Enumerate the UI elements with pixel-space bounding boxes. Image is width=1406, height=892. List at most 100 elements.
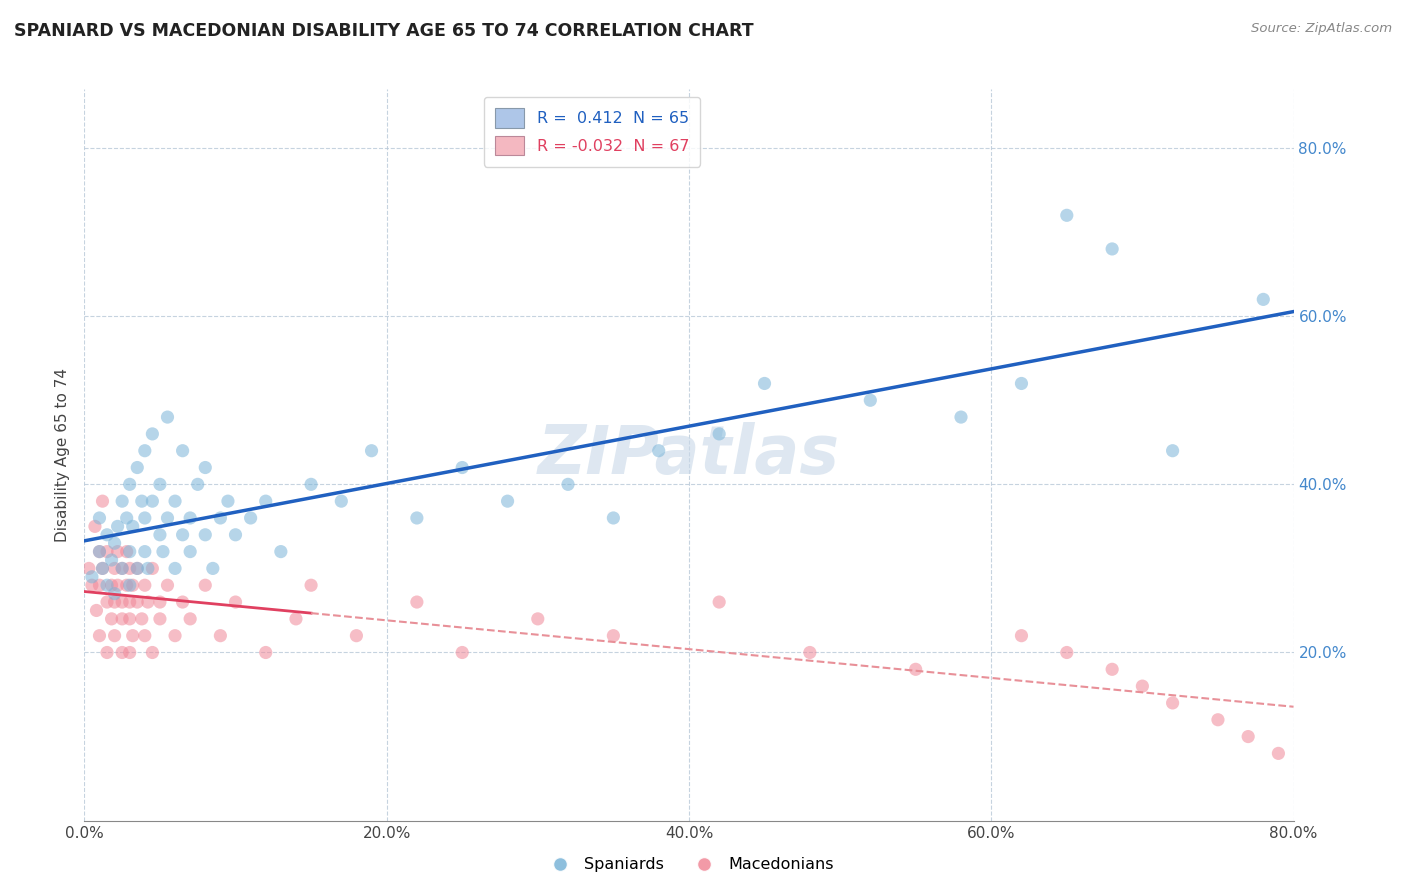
Point <box>225 595 247 609</box>
Point <box>107 544 129 558</box>
Point <box>950 410 973 425</box>
Point <box>1161 696 1184 710</box>
Point <box>709 595 731 609</box>
Point <box>239 511 262 525</box>
Point <box>89 511 111 525</box>
Point <box>121 578 143 592</box>
Point <box>194 578 217 592</box>
Point <box>270 544 292 558</box>
Point <box>152 544 174 558</box>
Point <box>1237 730 1260 744</box>
Point <box>127 561 149 575</box>
Point <box>96 645 118 659</box>
Point <box>709 426 731 441</box>
Point <box>1101 662 1123 676</box>
Point <box>217 494 239 508</box>
Point <box>163 629 186 643</box>
Point <box>121 629 143 643</box>
Point <box>799 645 821 659</box>
Point <box>121 519 143 533</box>
Point <box>118 477 141 491</box>
Point <box>141 426 163 441</box>
Point <box>111 645 134 659</box>
Point <box>172 443 194 458</box>
Point <box>149 477 172 491</box>
Point <box>136 595 159 609</box>
Point <box>299 477 322 491</box>
Point <box>187 477 209 491</box>
Point <box>89 629 111 643</box>
Point <box>1130 679 1153 693</box>
Point <box>104 587 127 601</box>
Point <box>1010 376 1032 391</box>
Point <box>149 612 172 626</box>
Point <box>131 494 153 508</box>
Point <box>602 629 624 643</box>
Point <box>451 645 474 659</box>
Point <box>96 595 118 609</box>
Point <box>1206 713 1229 727</box>
Point <box>118 578 141 592</box>
Point <box>1267 747 1289 761</box>
Point <box>163 561 186 575</box>
Point <box>111 561 134 575</box>
Point <box>89 544 111 558</box>
Point <box>131 612 153 626</box>
Point <box>194 460 217 475</box>
Point <box>406 595 429 609</box>
Point <box>526 612 548 626</box>
Point <box>346 629 368 643</box>
Point <box>496 494 519 508</box>
Point <box>1056 645 1078 659</box>
Point <box>201 561 224 575</box>
Point <box>115 544 138 558</box>
Point <box>451 460 474 475</box>
Point <box>100 553 122 567</box>
Point <box>91 494 114 508</box>
Point <box>1056 208 1078 222</box>
Point <box>104 595 127 609</box>
Point <box>141 561 163 575</box>
Point <box>111 612 134 626</box>
Point <box>360 443 382 458</box>
Point <box>111 494 134 508</box>
Point <box>156 410 179 425</box>
Point <box>86 603 108 617</box>
Text: Source: ZipAtlas.com: Source: ZipAtlas.com <box>1251 22 1392 36</box>
Point <box>134 443 156 458</box>
Text: ZIPatlas: ZIPatlas <box>538 422 839 488</box>
Point <box>134 511 156 525</box>
Point <box>100 578 122 592</box>
Point <box>118 645 141 659</box>
Point <box>225 528 247 542</box>
Point <box>134 629 156 643</box>
Point <box>127 595 149 609</box>
Point <box>1251 293 1274 307</box>
Point <box>141 494 163 508</box>
Point <box>754 376 776 391</box>
Point <box>330 494 353 508</box>
Point <box>96 528 118 542</box>
Point <box>80 578 103 592</box>
Point <box>149 595 172 609</box>
Point <box>111 595 134 609</box>
Point <box>118 544 141 558</box>
Point <box>647 443 671 458</box>
Point <box>299 578 322 592</box>
Point <box>118 561 141 575</box>
Point <box>115 511 138 525</box>
Point <box>134 578 156 592</box>
Point <box>156 511 179 525</box>
Point <box>179 511 201 525</box>
Point <box>100 612 122 626</box>
Point <box>156 578 179 592</box>
Point <box>179 544 201 558</box>
Point <box>115 578 138 592</box>
Point <box>96 578 118 592</box>
Point <box>194 528 217 542</box>
Point <box>1161 443 1184 458</box>
Point <box>209 629 232 643</box>
Point <box>107 578 129 592</box>
Point <box>104 536 127 550</box>
Point <box>149 528 172 542</box>
